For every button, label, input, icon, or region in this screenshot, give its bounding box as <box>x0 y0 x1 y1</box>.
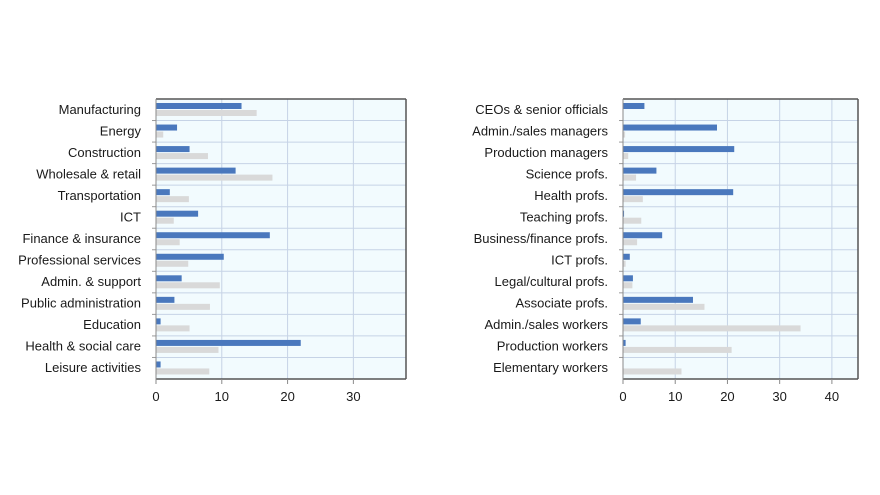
category-label: Science profs. <box>526 166 608 181</box>
bar-series1 <box>623 103 645 109</box>
bar-series2 <box>623 196 643 203</box>
bar-series1 <box>623 339 626 346</box>
bar-series2 <box>623 346 732 353</box>
bar-series2 <box>156 346 219 353</box>
bar-series1 <box>623 167 657 174</box>
category-label: Health & social care <box>25 339 141 354</box>
x-tick-label: 30 <box>346 389 360 404</box>
bar-series2 <box>156 239 180 246</box>
bar-series2 <box>156 303 210 310</box>
bar-series2 <box>623 303 705 310</box>
x-tick-label: 0 <box>152 389 159 404</box>
plot-area <box>623 99 858 379</box>
bar-series1 <box>156 339 301 346</box>
category-label: Professional services <box>18 253 141 268</box>
bar-series1 <box>156 361 161 368</box>
category-label: Finance & insurance <box>22 231 141 246</box>
bar-series1 <box>623 232 663 239</box>
bar-series1 <box>156 167 236 174</box>
category-label: Transportation <box>58 188 141 203</box>
x-tick-label: 20 <box>280 389 294 404</box>
bar-series2 <box>156 368 210 375</box>
x-tick-label: 10 <box>215 389 229 404</box>
category-label: Production workers <box>497 339 609 354</box>
bar-series1 <box>156 253 224 260</box>
category-label: Public administration <box>21 296 141 311</box>
bar-series2 <box>623 260 626 267</box>
bar-series2 <box>156 153 208 160</box>
bar-series2 <box>623 153 629 160</box>
bar-series2 <box>156 282 220 289</box>
bar-series1 <box>623 253 630 260</box>
category-label: Leisure activities <box>45 360 142 375</box>
bar-series2 <box>156 196 189 203</box>
category-label: CEOs & senior officials <box>475 102 608 117</box>
bar-series2 <box>623 282 633 289</box>
x-tick-label: 0 <box>619 389 626 404</box>
category-label: Energy <box>100 123 142 138</box>
bar-series1 <box>156 103 242 109</box>
bar-series1 <box>623 124 717 131</box>
bar-series1 <box>156 210 199 217</box>
category-label: Legal/cultural profs. <box>495 274 608 289</box>
bar-series2 <box>156 217 174 224</box>
category-label: ICT profs. <box>551 253 608 268</box>
category-label: Admin. & support <box>41 274 141 289</box>
bar-series1 <box>156 146 190 153</box>
bar-series1 <box>156 296 175 303</box>
category-label: Elementary workers <box>493 360 608 375</box>
x-tick-label: 20 <box>720 389 734 404</box>
bar-series1 <box>156 124 178 131</box>
category-label: Manufacturing <box>59 102 141 117</box>
x-tick-label: 10 <box>668 389 682 404</box>
category-label: Wholesale & retail <box>36 166 141 181</box>
chart-1: Manufacturing Energy Construction Wholesale… <box>18 98 407 404</box>
bar-series2 <box>156 110 257 116</box>
bar-series2 <box>623 239 638 246</box>
bar-series2 <box>623 368 682 375</box>
x-tick-label: 40 <box>825 389 839 404</box>
bar-series2 <box>623 325 801 332</box>
bar-series1 <box>156 189 170 196</box>
bar-series2 <box>156 174 273 181</box>
bar-series1 <box>156 232 270 239</box>
bar-series1 <box>623 296 693 303</box>
x-tick-label: 30 <box>772 389 786 404</box>
category-label: Associate profs. <box>516 296 609 311</box>
bar-series1 <box>156 318 161 325</box>
plot-area <box>156 99 406 379</box>
bar-series2 <box>156 260 189 267</box>
category-label: Education <box>83 317 141 332</box>
bar-series1 <box>623 275 633 282</box>
bar-series1 <box>156 275 182 282</box>
chart-2: CEOs & senior officials Admin./sales mana… <box>472 98 859 404</box>
bar-series1 <box>623 189 734 196</box>
category-label: Teaching profs. <box>520 209 608 224</box>
category-label: Admin./sales managers <box>472 123 608 138</box>
category-label: Admin./sales workers <box>484 317 608 332</box>
category-label: Business/finance profs. <box>474 231 608 246</box>
category-label: Health profs. <box>534 188 608 203</box>
bar-series1 <box>623 146 735 153</box>
bar-series2 <box>156 131 164 138</box>
category-label: Production managers <box>484 145 608 160</box>
category-label: ICT <box>120 209 141 224</box>
bar-series2 <box>623 174 637 181</box>
bar-series1 <box>623 210 625 217</box>
bar-series2 <box>623 217 642 224</box>
bar-series1 <box>623 318 641 325</box>
bar-series2 <box>623 131 626 138</box>
bar-series2 <box>156 325 190 332</box>
category-label: Construction <box>68 145 141 160</box>
